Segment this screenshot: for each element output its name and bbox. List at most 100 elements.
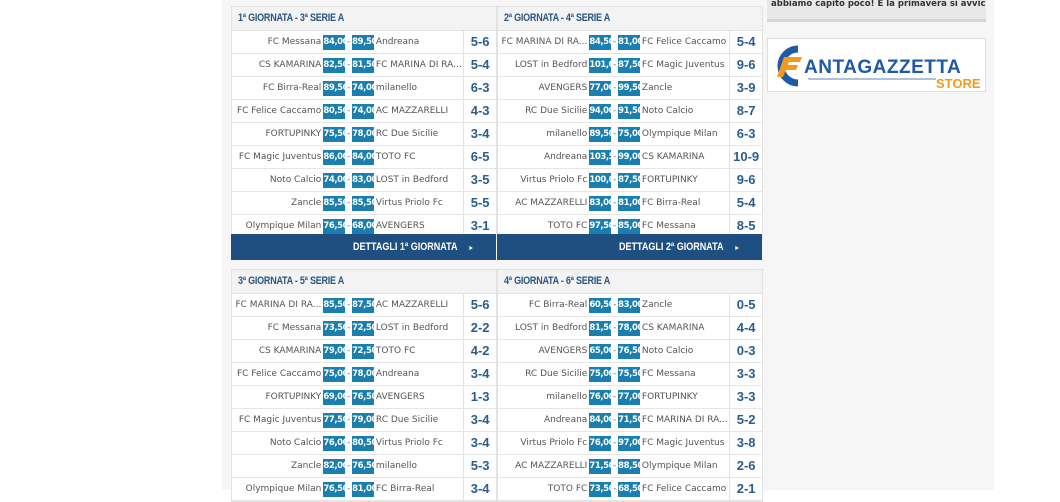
round-title: 3ª GIORNATA - 5ª SERIE A <box>232 270 496 294</box>
home-points: 97,50 <box>589 218 612 234</box>
match-row[interactable]: Virtus Priolo Fc 76,00 - 97,00 FC Magic … <box>498 432 762 455</box>
away-points: 87,50 <box>352 297 374 313</box>
home-points: 65,00 <box>589 343 612 359</box>
match-row[interactable]: Zancle 85,50 - 85,50 Virtus Priolo Fc 5-… <box>232 192 496 215</box>
match-result: 2-2 <box>463 317 496 339</box>
home-team: milanello <box>546 129 588 139</box>
away-team: Andreana <box>375 37 420 47</box>
match-row[interactable]: AC MAZZARELLI 71,50 - 88,50 Olympique Mi… <box>498 455 762 478</box>
home-team: AVENGERS <box>538 83 588 93</box>
match-row[interactable]: TOTO FC 97,50 - 85,00 FC Messana 8-5 <box>498 215 762 238</box>
separator: - <box>612 198 617 208</box>
match-row[interactable]: Andreana 84,00 - 71,50 FC MARINA DI RA..… <box>498 409 762 432</box>
away-points: 81,00 <box>618 195 640 211</box>
separator: - <box>612 106 617 116</box>
match-row[interactable]: FC Messana 84,00 - 89,50 Andreana 5-6 <box>232 31 496 54</box>
home-team: Noto Calcio <box>269 438 322 448</box>
home-points: 84,00 <box>589 412 612 428</box>
separator: - <box>612 300 617 310</box>
separator: - <box>612 221 617 231</box>
away-points: 72,50 <box>352 320 374 336</box>
away-points: 83,00 <box>618 297 640 313</box>
home-team: milanello <box>546 392 588 402</box>
away-team: milanello <box>375 83 417 93</box>
home-team: TOTO FC <box>547 484 588 494</box>
home-team: LOST in Bedford <box>515 60 588 70</box>
home-points: 89,50 <box>323 80 346 96</box>
home-points: 76,00 <box>323 435 346 451</box>
match-row[interactable]: Noto Calcio 76,00 - 80,50 Virtus Priolo … <box>232 432 496 455</box>
match-row[interactable]: CS KAMARINA 79,00 - 72,50 TOTO FC 4-2 <box>232 340 496 363</box>
match-row[interactable]: CS KAMARINA 82,50 - 81,50 FC MARINA DI R… <box>232 54 496 77</box>
separator: - <box>612 415 617 425</box>
away-points: 76,50 <box>618 343 640 359</box>
match-row[interactable]: AVENGERS 65,00 - 76,50 Noto Calcio 0-3 <box>498 340 762 363</box>
match-row[interactable]: milanello 89,50 - 75,00 Olympique Milan … <box>498 123 762 146</box>
round-details-button[interactable]: DETTAGLI 2ª GIORNATA ► <box>497 234 762 260</box>
match-row[interactable]: LOST in Bedford 101,0 - 87,50 FC Magic J… <box>498 54 762 77</box>
home-team: FC Messana <box>267 37 322 47</box>
away-team: LOST in Bedford <box>375 175 449 185</box>
match-row[interactable]: FC Magic Juventus 86,00 - 84,00 TOTO FC … <box>232 146 496 169</box>
away-team: FC Birra-Real <box>641 198 701 208</box>
match-row[interactable]: FC Felice Caccamo 80,50 - 74,00 AC MAZZA… <box>232 100 496 123</box>
home-points: 94,00 <box>589 103 612 119</box>
match-row[interactable]: LOST in Bedford 81,50 - 78,00 CS KAMARIN… <box>498 317 762 340</box>
match-result: 3-5 <box>463 169 496 191</box>
match-row[interactable]: FC Magic Juventus 77,50 - 79,00 RC Due S… <box>232 409 496 432</box>
match-row[interactable]: Andreana 103,5 - 99,00 CS KAMARINA 10-9 <box>498 146 762 169</box>
away-points: 87,50 <box>618 57 640 73</box>
separator: - <box>346 438 351 448</box>
match-row[interactable]: FC Messana 73,50 - 72,50 LOST in Bedford… <box>232 317 496 340</box>
match-result: 4-3 <box>463 100 496 122</box>
away-points: 85,00 <box>618 218 640 234</box>
away-team: Virtus Priolo Fc <box>375 198 443 208</box>
round-title-text: 1ª GIORNATA - 3ª SERIE A <box>238 12 345 24</box>
away-points: 97,00 <box>618 435 640 451</box>
away-team: LOST in Bedford <box>375 323 449 333</box>
match-row[interactable]: FC Birra-Real 89,50 - 74,00 milanello 6-… <box>232 77 496 100</box>
match-row[interactable]: RC Due Sicilie 94,00 - 91,50 Noto Calcio… <box>498 100 762 123</box>
match-row[interactable]: Zancle 82,00 - 76,50 milanello 5-3 <box>232 455 496 478</box>
home-team: RC Due Sicilie <box>525 369 588 379</box>
home-team: TOTO FC <box>547 221 588 231</box>
separator: - <box>612 438 617 448</box>
home-team: FC MARINA DI RA... <box>235 300 322 310</box>
match-row[interactable]: Virtus Priolo Fc 100,0 - 87,50 FORTUPINK… <box>498 169 762 192</box>
home-points: 100,0 <box>589 172 612 188</box>
match-result: 5-6 <box>463 31 496 53</box>
match-row[interactable]: FORTUPINKY 75,50 - 78,00 RC Due Sicilie … <box>232 123 496 146</box>
match-result: 9-6 <box>729 54 762 76</box>
match-result: 5-4 <box>729 192 762 214</box>
away-team: Virtus Priolo Fc <box>375 438 443 448</box>
match-row[interactable]: milanello 76,00 - 77,00 FORTUPINKY 3-3 <box>498 386 762 409</box>
match-row[interactable]: AVENGERS 77,00 - 99,50 Zancle 3-9 <box>498 77 762 100</box>
round-details-button[interactable]: DETTAGLI 1ª GIORNATA ► <box>231 234 496 260</box>
match-row[interactable]: AC MAZZARELLI 83,00 - 81,00 FC Birra-Rea… <box>498 192 762 215</box>
round-title: 1ª GIORNATA - 3ª SERIE A <box>232 7 496 31</box>
match-row[interactable]: FC MARINA DI RA... 85,50 - 87,50 AC MAZZ… <box>232 294 496 317</box>
away-team: FC Messana <box>641 369 696 379</box>
match-row[interactable]: RC Due Sicilie 75,00 - 75,50 FC Messana … <box>498 363 762 386</box>
match-row[interactable]: FORTUPINKY 69,00 - 76,50 AVENGERS 1-3 <box>232 386 496 409</box>
away-team: RC Due Sicilie <box>375 129 439 139</box>
match-row[interactable]: FC Felice Caccamo 75,00 - 78,00 Andreana… <box>232 363 496 386</box>
separator: - <box>346 461 351 471</box>
away-points: 75,50 <box>618 366 640 382</box>
match-result: 1-3 <box>463 386 496 408</box>
match-result: 3-1 <box>463 215 496 237</box>
match-row[interactable]: Noto Calcio 74,00 - 83,00 LOST in Bedfor… <box>232 169 496 192</box>
svg-text:ANTAGAZZETTA: ANTAGAZZETTA <box>804 57 961 78</box>
home-team: Olympique Milan <box>245 484 322 494</box>
match-row[interactable]: FC MARINA DI RA... 84,50 - 81,00 FC Feli… <box>498 31 762 54</box>
match-result: 3-4 <box>463 363 496 385</box>
separator: - <box>612 461 617 471</box>
match-row[interactable]: FC Birra-Real 60,50 - 83,00 Zancle 0-5 <box>498 294 762 317</box>
match-result: 5-2 <box>729 409 762 431</box>
match-result: 5-4 <box>463 54 496 76</box>
fantagazzetta-store-banner[interactable]: ANTAGAZZETTA STORE <box>767 38 986 92</box>
home-team: FC Felice Caccamo <box>236 106 322 116</box>
round-card: 2ª GIORNATA - 4ª SERIE A FC MARINA DI RA… <box>497 6 763 239</box>
away-points: 88,50 <box>618 458 640 474</box>
news-snippet[interactable]: abbiamo capito poco! E la primavera si a… <box>767 0 986 22</box>
